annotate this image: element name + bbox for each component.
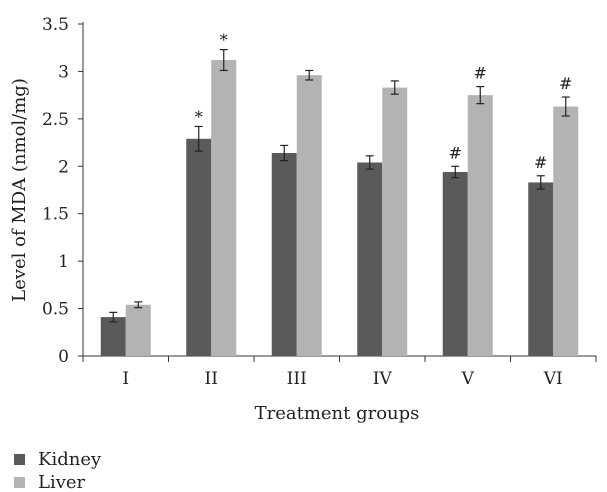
bars-layer xyxy=(100,60,579,357)
y-tick-label: 1 xyxy=(58,252,69,272)
bar-kidney xyxy=(442,171,468,356)
y-tick-label: 0.5 xyxy=(42,300,69,320)
y-tick-label: 2.5 xyxy=(42,110,69,130)
bar-liver xyxy=(553,106,579,356)
legend-swatch-kidney xyxy=(14,454,25,465)
y-axis-label: Level of MDA (nmol/mg) xyxy=(9,78,30,302)
y-tick-label: 2 xyxy=(58,157,69,177)
significance-marker-kidney: * xyxy=(195,107,203,126)
x-axis-label: Treatment groups xyxy=(255,403,420,424)
significance-marker-kidney: # xyxy=(534,153,547,172)
x-tick-label: I xyxy=(122,369,129,389)
bar-liver xyxy=(211,60,237,356)
x-tick-label: II xyxy=(205,369,218,389)
significance-marker-liver: * xyxy=(220,31,228,50)
x-tick-label: V xyxy=(461,369,475,389)
bar-kidney xyxy=(100,317,126,356)
y-tick-label: 1.5 xyxy=(42,205,69,225)
legend-swatch-liver xyxy=(14,477,25,488)
axes-layer xyxy=(78,22,597,362)
significance-marker-kidney: # xyxy=(449,143,462,162)
legend-label-kidney: Kidney xyxy=(38,449,102,470)
bar-kidney xyxy=(357,162,383,356)
error-bars-layer xyxy=(109,49,570,323)
legend: Kidney Liver xyxy=(14,449,102,492)
tick-labels-layer: 00.511.522.533.5I II III IV V VI xyxy=(42,15,563,389)
bar-liver xyxy=(382,87,408,356)
legend-label-liver: Liver xyxy=(38,472,86,492)
annotations-layer: * # # * # # xyxy=(195,31,573,172)
x-tick-label: III xyxy=(287,369,307,389)
y-tick-label: 0 xyxy=(58,347,69,367)
x-tick-label: IV xyxy=(373,369,393,389)
bar-liver xyxy=(296,75,322,357)
significance-marker-liver: # xyxy=(559,74,572,93)
y-tick-label: 3.5 xyxy=(42,15,69,35)
significance-marker-liver: # xyxy=(474,64,487,83)
bar-liver xyxy=(125,304,151,356)
bar-kidney xyxy=(271,153,297,356)
x-tick-label: VI xyxy=(543,369,563,389)
bar-kidney xyxy=(528,182,554,356)
y-tick-label: 3 xyxy=(58,62,69,82)
bar-kidney xyxy=(186,138,212,356)
bar-liver xyxy=(467,95,493,357)
